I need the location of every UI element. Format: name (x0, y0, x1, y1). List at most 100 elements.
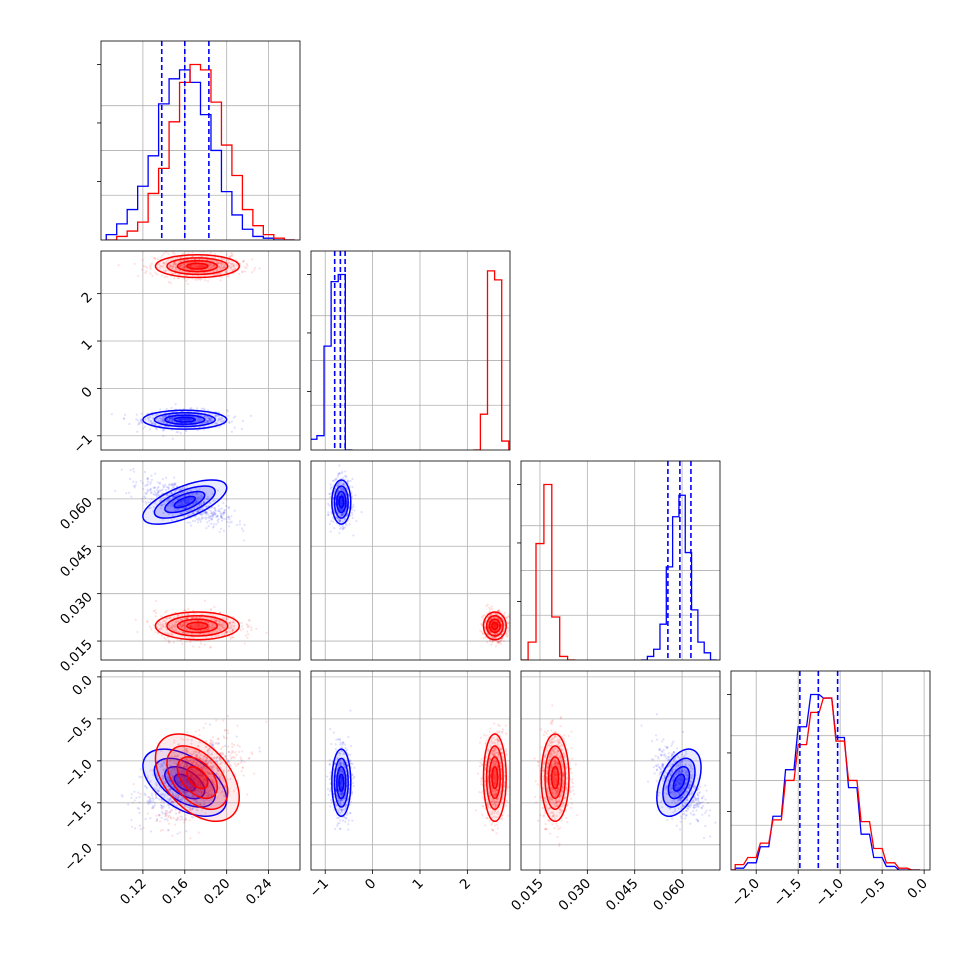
scatter-point (145, 270, 147, 272)
scatter-point (192, 520, 194, 522)
scatter-point (227, 415, 229, 417)
panel-1-1 (307, 251, 510, 450)
scatter-point (154, 258, 156, 260)
scatter-point (333, 527, 335, 529)
scatter-point (329, 496, 331, 498)
scatter-point (170, 407, 172, 409)
scatter-point (226, 254, 228, 256)
scatter-point (226, 409, 228, 411)
scatter-point (483, 614, 485, 616)
scatter-point (121, 469, 123, 471)
scatter-point (111, 413, 113, 415)
scatter-point (250, 629, 252, 631)
scatter-point (150, 481, 152, 483)
scatter-point (218, 518, 220, 520)
scatter-point (239, 523, 241, 525)
scatter-point (151, 479, 153, 481)
scatter-point (150, 498, 152, 500)
scatter-point (231, 255, 233, 257)
scatter-point (136, 414, 138, 416)
scatter-point (236, 735, 238, 737)
scatter-point (228, 525, 230, 527)
scatter-point (185, 830, 187, 832)
scatter-point (189, 522, 191, 524)
scatter-point (330, 486, 332, 488)
scatter-point (507, 615, 509, 617)
scatter-point (220, 528, 222, 530)
scatter-point (342, 476, 344, 478)
scatter-point (127, 803, 129, 805)
scatter-point (165, 489, 167, 491)
scatter-point (217, 510, 219, 512)
scatter-point (155, 615, 157, 617)
histogram-series_a (520, 484, 575, 660)
panel-2-0 (101, 459, 300, 660)
scatter-point (231, 431, 233, 433)
scatter-point (152, 799, 154, 801)
panel-content (520, 461, 717, 660)
scatter-point (210, 515, 212, 517)
scatter-point (172, 486, 174, 488)
scatter-point (192, 645, 194, 647)
scatter-point (226, 498, 228, 500)
scatter-point (149, 797, 151, 799)
scatter-point (173, 476, 175, 478)
scatter-point (218, 505, 220, 507)
scatter-point (219, 279, 221, 281)
scatter-point (228, 422, 230, 424)
scatter-point (242, 420, 244, 422)
scatter-point (342, 528, 344, 530)
scatter-point (213, 523, 215, 525)
scatter-point (207, 517, 209, 519)
scatter-point (135, 619, 137, 621)
scatter-point (213, 507, 215, 509)
scatter-point (505, 616, 507, 618)
scatter-point (231, 420, 233, 422)
scatter-point (135, 418, 137, 420)
scatter-point (185, 430, 187, 432)
scatter-point (483, 637, 485, 639)
scatter-point (197, 521, 199, 523)
scatter-point (238, 273, 240, 275)
scatter-point (137, 420, 139, 422)
scatter-point (147, 483, 149, 485)
scatter-point (205, 527, 207, 529)
scatter-point (227, 516, 229, 518)
scatter-point (138, 801, 140, 803)
scatter-point (121, 795, 123, 797)
scatter-point (163, 805, 165, 807)
scatter-point (137, 791, 139, 793)
scatter-point (157, 487, 159, 489)
scatter-point (177, 277, 179, 279)
scatter-point (205, 518, 207, 520)
scatter-point (137, 807, 139, 809)
scatter-point (246, 623, 248, 625)
scatter-point (166, 486, 168, 488)
scatter-point (154, 473, 156, 475)
scatter-point (338, 464, 340, 466)
scatter-point (244, 266, 246, 268)
histogram-series_b (641, 495, 717, 660)
scatter-point (328, 493, 330, 495)
scatter-point (149, 626, 151, 628)
scatter-point (206, 521, 208, 523)
scatter-point (136, 431, 138, 433)
scatter-point (353, 509, 355, 511)
scatter-point (338, 473, 340, 475)
scatter-point (128, 492, 130, 494)
scatter-point (490, 644, 492, 646)
scatter-point (200, 521, 202, 523)
scatter-point (229, 518, 231, 520)
scatter-point (172, 251, 174, 253)
scatter-point (204, 279, 206, 281)
scatter-point (198, 646, 200, 648)
scatter-point (164, 818, 166, 820)
scatter-point (352, 517, 354, 519)
scatter-point (157, 481, 159, 483)
scatter-point (341, 471, 343, 473)
scatter-point (345, 524, 347, 526)
scatter-point (242, 628, 244, 630)
scatter-point (149, 428, 151, 430)
scatter-point (144, 426, 146, 428)
